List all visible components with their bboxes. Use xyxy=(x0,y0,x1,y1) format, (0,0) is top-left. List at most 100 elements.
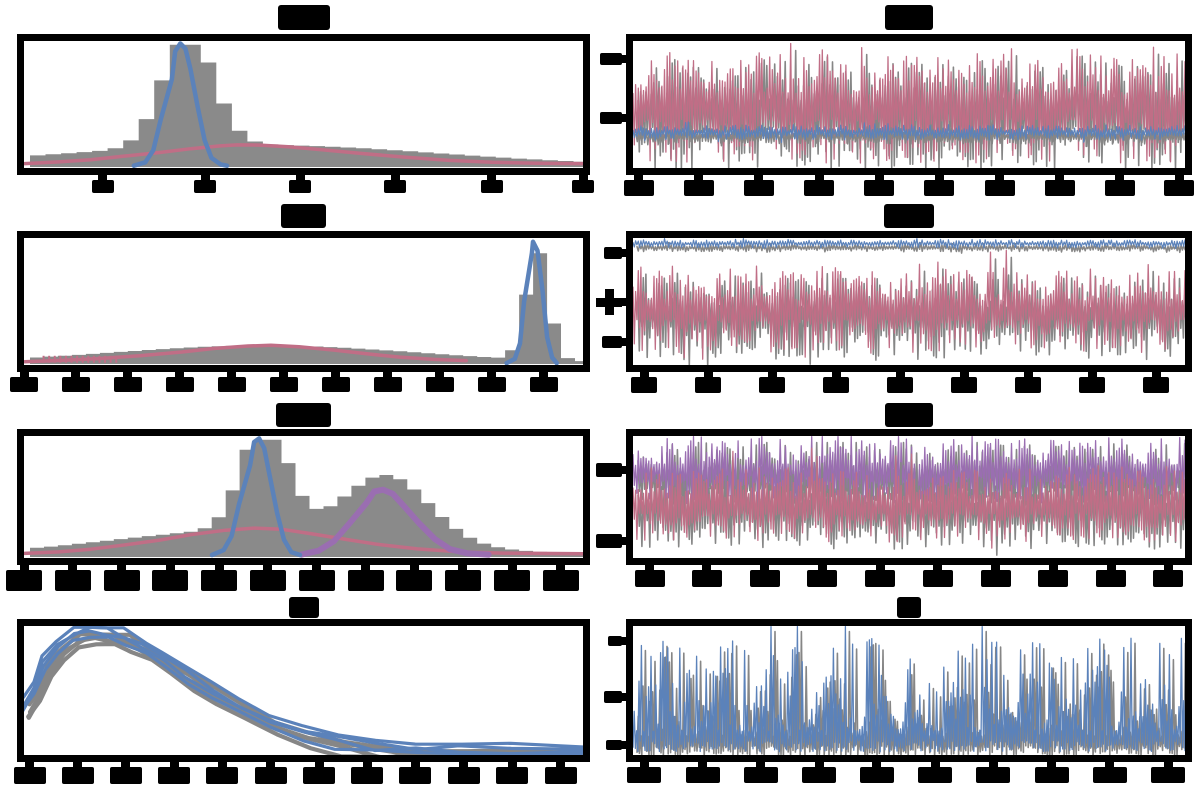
redacted-x-tick-label xyxy=(1015,377,1041,393)
trace-line xyxy=(633,249,1185,360)
redacted-y-tick-label xyxy=(606,740,622,750)
redacted-title xyxy=(278,5,330,30)
redacted-x-tick-label xyxy=(166,377,194,392)
redacted-x-tick-label xyxy=(985,180,1015,196)
redacted-x-tick-label xyxy=(201,570,237,591)
redacted-x-tick-label xyxy=(530,377,558,392)
kde-line xyxy=(24,343,468,364)
redacted-x-tick-label xyxy=(62,767,94,784)
redacted-title xyxy=(884,204,934,228)
redacted-x-tick-label xyxy=(860,767,894,783)
trace-line xyxy=(633,121,1185,144)
redacted-x-tick-label xyxy=(1153,570,1183,587)
redacted-x-tick-label xyxy=(374,377,402,392)
redacted-x-tick-label xyxy=(923,570,953,587)
redacted-title xyxy=(885,5,933,30)
redacted-x-tick-label xyxy=(494,570,530,591)
redacted-x-tick-label xyxy=(624,180,654,196)
redacted-x-tick-label xyxy=(918,767,952,783)
trace-line xyxy=(633,626,1185,753)
redacted-y-tick-label xyxy=(596,534,622,548)
redacted-x-tick-label xyxy=(865,570,895,587)
redacted-x-tick-label xyxy=(496,767,528,784)
redacted-x-tick-label xyxy=(981,570,1011,587)
redacted-x-tick-label xyxy=(572,180,594,193)
redacted-x-tick-label xyxy=(426,377,454,392)
plot-area-var3-trace xyxy=(633,626,1185,755)
redacted-x-tick-label xyxy=(887,377,913,393)
plus-horizontal-bar xyxy=(596,298,622,307)
redacted-x-tick-label xyxy=(1096,570,1126,587)
redacted-x-tick-label xyxy=(399,767,431,784)
plot-area-var0-posterior xyxy=(24,41,583,168)
redacted-x-tick-label xyxy=(543,570,579,591)
redacted-x-tick-label xyxy=(692,570,722,587)
kde-line xyxy=(24,143,583,166)
trace-line xyxy=(633,447,1185,549)
kde-line xyxy=(298,486,492,558)
redacted-x-tick-label xyxy=(1105,180,1135,196)
redacted-x-tick-label xyxy=(627,767,661,783)
redacted-x-tick-label xyxy=(545,767,577,784)
redacted-y-tick-label xyxy=(596,463,622,477)
histogram-shadow xyxy=(30,253,583,364)
redacted-x-tick-label xyxy=(1045,180,1075,196)
redacted-title xyxy=(281,204,326,228)
trace-line xyxy=(633,436,1185,517)
redacted-title xyxy=(885,403,933,427)
plot-area-var3-posterior xyxy=(24,626,583,755)
redacted-x-tick-label xyxy=(631,377,657,393)
redacted-x-tick-label xyxy=(289,180,311,193)
redacted-x-tick-label xyxy=(114,377,142,392)
histogram-shadow xyxy=(30,439,583,557)
redacted-x-tick-label xyxy=(1151,767,1185,783)
redacted-x-tick-label xyxy=(92,180,114,193)
redacted-x-tick-label xyxy=(823,377,849,393)
redacted-x-tick-label xyxy=(55,570,91,591)
redacted-y-tick-label xyxy=(608,636,622,646)
histogram-shadow xyxy=(30,44,583,167)
redacted-y-tick-label xyxy=(600,53,622,65)
redacted-x-tick-label xyxy=(750,570,780,587)
redacted-x-tick-label xyxy=(684,180,714,196)
redacted-x-tick-label xyxy=(299,570,335,591)
redacted-x-tick-label xyxy=(396,570,432,591)
plot-area-var0-trace xyxy=(633,42,1185,168)
redacted-x-tick-label xyxy=(348,570,384,591)
redacted-x-tick-label xyxy=(951,377,977,393)
kde-line xyxy=(131,41,230,168)
redacted-x-tick-label xyxy=(384,180,406,193)
kde-shadow xyxy=(26,635,444,755)
redacted-x-tick-label xyxy=(218,377,246,392)
redacted-x-tick-label xyxy=(62,377,90,392)
plot-area-var1-posterior xyxy=(24,239,583,365)
redacted-x-tick-label xyxy=(206,767,238,784)
redacted-x-tick-label xyxy=(1093,767,1127,783)
redacted-x-tick-label xyxy=(158,767,190,784)
redacted-y-tick-label xyxy=(600,112,622,124)
redacted-x-tick-label xyxy=(744,180,774,196)
kde-line xyxy=(24,626,583,749)
redacted-x-tick-label xyxy=(1079,377,1105,393)
redacted-x-tick-label xyxy=(924,180,954,196)
trace-line xyxy=(633,42,1185,164)
kde-line xyxy=(209,436,303,558)
redacted-x-tick-label xyxy=(481,180,503,193)
trace-line xyxy=(633,238,1185,250)
redacted-x-tick-label xyxy=(194,180,216,193)
plot-area-var1-trace xyxy=(633,238,1185,365)
redacted-x-tick-label xyxy=(250,570,286,591)
plot-area-var2-trace xyxy=(633,436,1185,556)
redacted-x-tick-label xyxy=(152,570,188,591)
plot-area-var2-posterior xyxy=(24,436,583,558)
kde-line xyxy=(24,526,583,556)
redacted-x-tick-label xyxy=(270,377,298,392)
kde-line xyxy=(504,239,559,365)
redacted-x-tick-label xyxy=(448,767,480,784)
redacted-title xyxy=(897,597,921,618)
redacted-x-tick-label xyxy=(255,767,287,784)
kde-shadow xyxy=(26,641,382,755)
kde-line xyxy=(24,629,583,755)
redacted-x-tick-label xyxy=(802,767,836,783)
redacted-x-tick-label xyxy=(322,377,350,392)
